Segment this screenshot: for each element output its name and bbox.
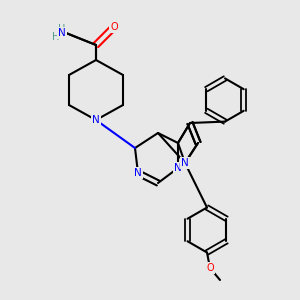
Text: N: N [134,168,142,178]
Text: O: O [206,263,214,273]
Text: N: N [58,28,66,38]
Text: H: H [52,32,59,43]
Text: H: H [58,23,65,34]
Text: O: O [110,22,118,32]
Text: N: N [174,163,182,173]
Text: N: N [92,115,100,125]
Text: N: N [181,158,189,168]
